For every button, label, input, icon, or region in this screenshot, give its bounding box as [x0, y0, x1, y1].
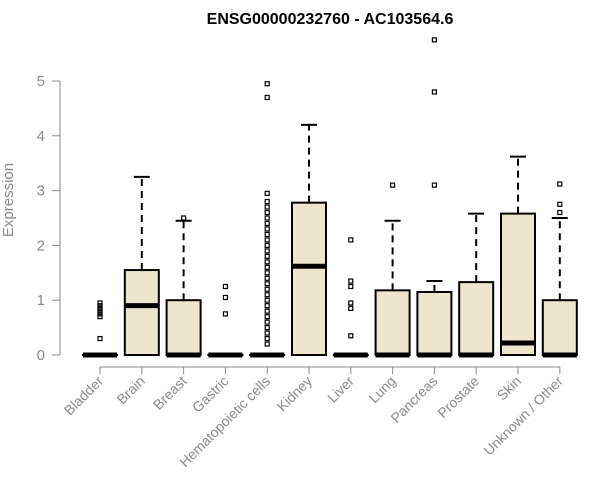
box: [541, 299, 578, 357]
x-tick-label: Unknown / Other: [480, 373, 566, 459]
outlier-point: [264, 341, 270, 347]
box: [500, 212, 536, 356]
box-series: [82, 37, 578, 358]
x-tick-label: Liver: [324, 373, 357, 406]
y-tick-label: 1: [37, 292, 45, 309]
y-tick-label: 3: [37, 183, 45, 200]
outlier-point: [264, 81, 270, 87]
x-tick-label: Kidney: [274, 373, 316, 415]
outlier-point: [390, 182, 396, 188]
outlier-point: [97, 305, 103, 312]
outlier-point: [264, 308, 270, 314]
outlier-point: [264, 198, 270, 205]
outlier-point: [97, 308, 103, 314]
outlier-point: [264, 94, 270, 101]
outlier-point: [97, 335, 103, 342]
outlier-point: [348, 333, 354, 339]
outlier-point: [97, 314, 103, 320]
outlier-point: [264, 215, 270, 221]
outlier-point: [348, 300, 354, 306]
outlier-point: [264, 275, 270, 281]
y-tick-label: 0: [37, 347, 45, 364]
box-group: [541, 181, 578, 358]
outlier-point: [264, 190, 270, 196]
outlier-point: [264, 335, 270, 342]
outlier-point: [264, 237, 270, 243]
outlier-point: [97, 311, 103, 317]
y-axis-label: Expression: [0, 163, 17, 237]
box: [416, 290, 453, 357]
box-group: [82, 300, 118, 358]
outlier-point: [264, 314, 270, 320]
outlier-point: [264, 297, 270, 303]
outlier-point: [264, 248, 270, 254]
outlier-point: [557, 209, 563, 216]
box-group: [291, 123, 327, 356]
box-group: [249, 81, 286, 358]
outlier-point: [264, 330, 270, 336]
box-group: [123, 175, 160, 356]
outlier-point: [431, 182, 437, 188]
outlier-point: [557, 201, 563, 207]
box-group: [416, 37, 453, 358]
box: [291, 201, 327, 356]
x-tick-label: Bladder: [61, 373, 107, 419]
box-group: [332, 237, 369, 358]
y-axis: 0 1 2 3 4 5: [37, 73, 61, 364]
x-tick-label: Breast: [150, 373, 190, 413]
outlier-point: [557, 181, 563, 187]
outlier-point: [264, 286, 270, 292]
outlier-point: [264, 270, 270, 276]
outlier-point: [181, 215, 187, 221]
outlier-point: [264, 242, 270, 248]
outlier-point: [431, 89, 437, 95]
outlier-point: [264, 319, 270, 325]
outlier-point: [264, 209, 270, 216]
y-tick-label: 2: [37, 237, 45, 254]
x-tick-label: Skin: [494, 373, 525, 404]
box-group: [374, 182, 411, 358]
outlier-point: [348, 305, 354, 312]
outlier-point: [264, 226, 270, 232]
x-tick-label: Brain: [113, 373, 147, 407]
outlier-point: [264, 204, 270, 210]
outlier-point: [264, 231, 270, 238]
outlier-point: [431, 37, 437, 43]
x-tick-label: Lung: [365, 373, 398, 406]
outlier-point: [222, 283, 228, 290]
outlier-point: [264, 281, 270, 287]
x-tick-label: Prostate: [434, 373, 482, 421]
box: [458, 281, 495, 356]
outlier-point: [97, 300, 103, 306]
box: [374, 289, 411, 356]
outlier-point: [264, 303, 270, 309]
box-group: [165, 215, 202, 358]
chart-title: ENSG00000232760 - AC103564.6: [207, 11, 454, 28]
box-group: [207, 283, 244, 358]
outlier-point: [222, 311, 228, 317]
box: [165, 299, 202, 357]
y-tick-label: 5: [37, 73, 45, 90]
box: [123, 269, 160, 356]
box-group: [458, 212, 495, 358]
box-group: [500, 155, 536, 356]
outlier-point: [348, 278, 354, 284]
outlier-point: [97, 303, 103, 309]
outlier-point: [264, 253, 270, 259]
outlier-point: [264, 259, 270, 265]
outlier-point: [264, 325, 270, 331]
y-tick-label: 4: [37, 128, 45, 145]
outlier-point: [348, 283, 354, 290]
outlier-point: [264, 220, 270, 227]
outlier-point: [222, 294, 228, 301]
outlier-point: [348, 237, 354, 243]
outlier-point: [264, 264, 270, 270]
outlier-point: [264, 292, 270, 298]
